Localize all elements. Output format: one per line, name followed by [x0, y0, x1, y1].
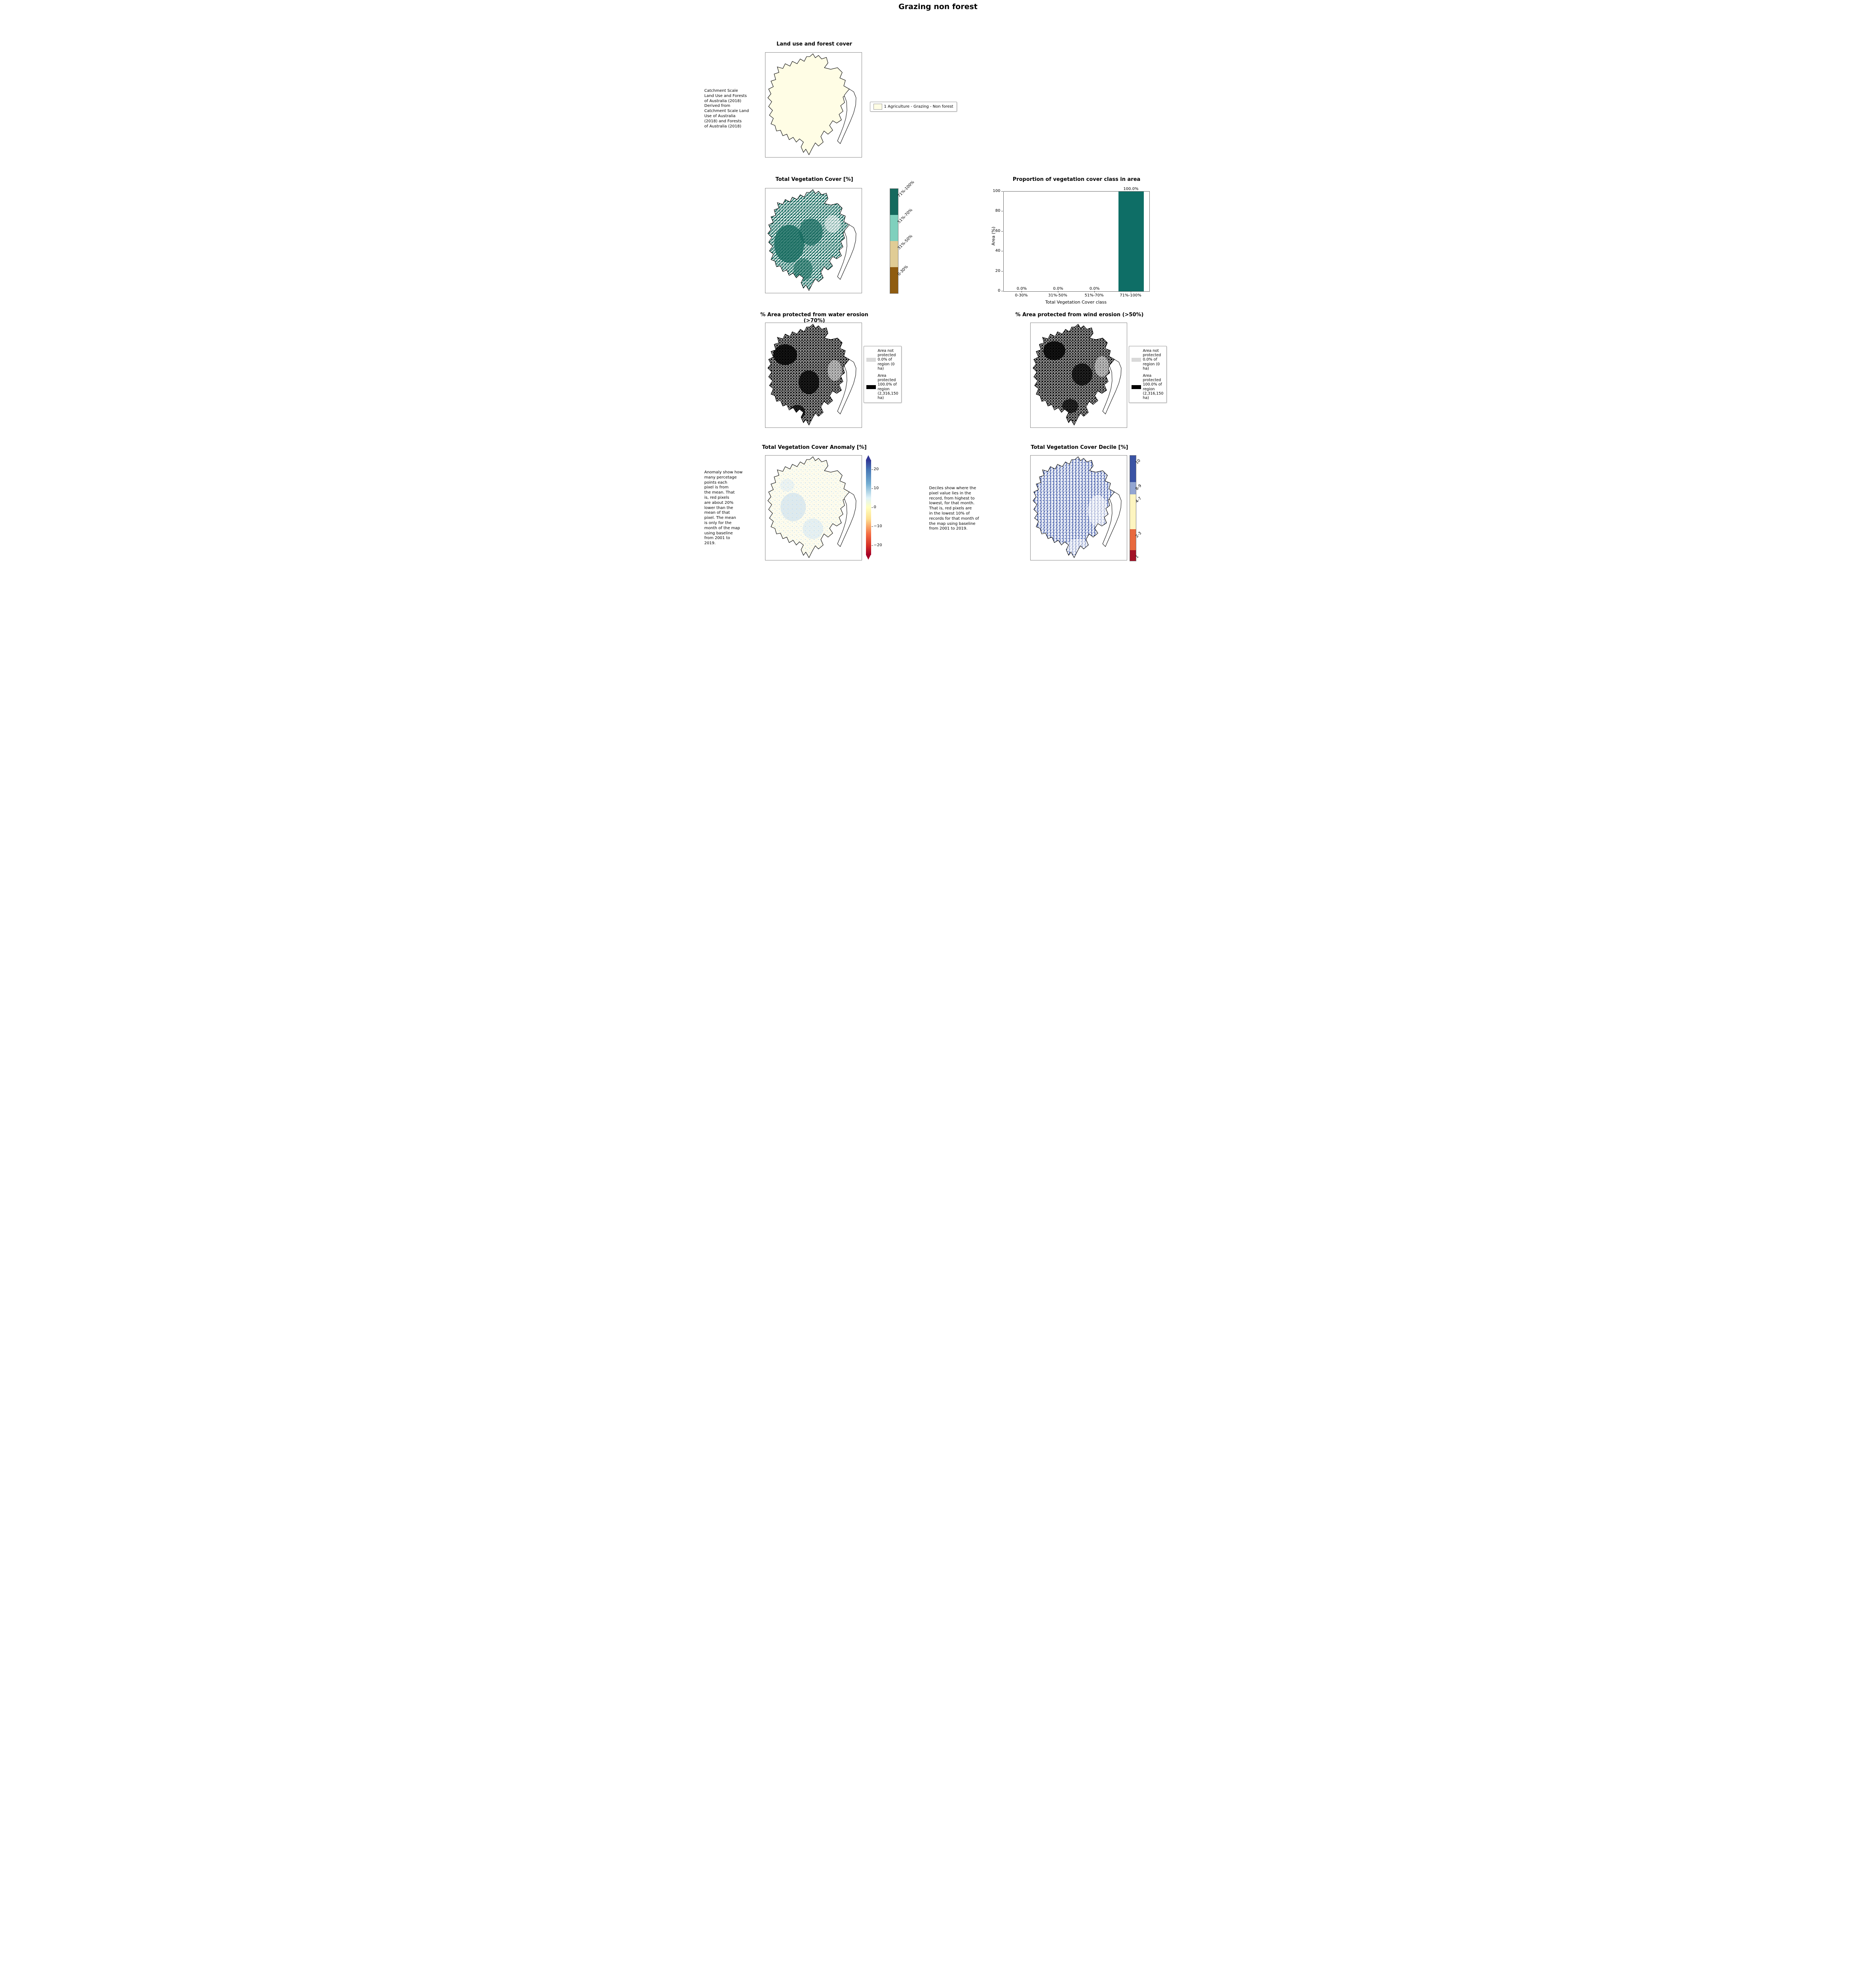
xtick-51-70: 51%-70%	[1084, 293, 1104, 298]
landuse-map	[765, 52, 862, 158]
tvc-map-svg	[767, 189, 856, 291]
report-page: Grazing non forest Land use and forest c…	[703, 0, 1173, 632]
tvc-colorbar	[889, 188, 898, 294]
tvc-cbar-label-2: 51%-70%	[896, 208, 913, 224]
page-title: Grazing non forest	[898, 2, 978, 11]
ytick-60: 60	[995, 229, 1001, 233]
xtickmark	[1094, 291, 1095, 292]
decile-cbar-seg-2-3	[1130, 529, 1136, 551]
tvc-cbar-seg-2	[890, 215, 898, 241]
landuse-map-svg	[767, 53, 856, 155]
footer: CSIRO TERN	[704, 582, 1173, 625]
anomaly-cbar-arrow-bottom	[866, 555, 871, 560]
bar-column-51-70: 0.0%	[1077, 192, 1113, 291]
bar-71-100	[1118, 192, 1144, 291]
anomaly-note: Anomaly show how many percetage points e…	[704, 470, 743, 546]
landuse-legend: 1 Agriculture - Grazing - Non forest	[870, 102, 957, 112]
anomaly-tickmark	[871, 469, 873, 470]
decile-map-svg	[1032, 456, 1121, 558]
bar-value-label: 0.0%	[1016, 287, 1027, 291]
anomaly-cbar-tick-neg20: −20	[873, 543, 882, 547]
proportion-plot-area: 0.0% 0.0% 0.0% 100.0%	[1003, 187, 1150, 292]
anomaly-map-svg	[767, 456, 856, 558]
decile-map	[1030, 455, 1127, 560]
anomaly-cbar-tick-neg10: −10	[873, 524, 882, 528]
landuse-legend-swatch	[873, 104, 882, 110]
tvc-cbar-label-3: 31%-50%	[896, 234, 913, 251]
landuse-note: Catchment Scale Land Use and Forests of …	[704, 89, 749, 129]
tvc-cbar-label-1: 71%-100%	[896, 180, 915, 198]
wind-map-svg	[1032, 324, 1121, 425]
wind-legend: Area not protected 0.0% of region (0 ha)…	[1128, 346, 1167, 403]
decile-cbar-seg-4-7	[1130, 494, 1136, 530]
water-map-svg	[767, 324, 856, 425]
bar-value-label: 100.0%	[1123, 187, 1139, 191]
decile-cbar-seg-10	[1130, 456, 1136, 482]
decile-colorbar	[1129, 455, 1136, 561]
bar-column-71-100: 100.0%	[1113, 187, 1149, 291]
xtick-31-50: 31%-50%	[1048, 293, 1067, 298]
ytickmark	[1001, 191, 1003, 192]
tvc-title: Total Vegetation Cover [%]	[775, 177, 853, 182]
wind-map	[1030, 323, 1127, 428]
tvc-cbar-label-4: 0-30%	[896, 264, 909, 277]
xtick-0-30: 0-30%	[1015, 293, 1028, 298]
tvc-cbar-seg-4	[890, 267, 898, 293]
wind-legend-swatch-notprotected	[1131, 358, 1141, 362]
ytickmark	[1001, 231, 1003, 232]
tvc-cbar-seg-3	[890, 241, 898, 267]
anomaly-colorbar	[866, 460, 871, 555]
ytickmark	[1001, 271, 1003, 272]
wind-legend-label-notprotected: Area not protected 0.0% of region (0 ha)	[1143, 349, 1161, 371]
water-map	[765, 323, 862, 428]
anomaly-map	[765, 455, 862, 560]
anomaly-tickmark	[871, 526, 873, 527]
anomaly-cbar-arrow-top	[866, 455, 871, 460]
ytick-100: 100	[993, 189, 1001, 193]
xtick-71-100: 71%-100%	[1120, 293, 1141, 298]
bar-value-label: 0.0%	[1089, 287, 1100, 291]
decile-note: Deciles show where the pixel value lies …	[929, 486, 979, 531]
bar-column-31-50: 0.0%	[1040, 192, 1077, 291]
anomaly-cbar-tick-10: 10	[873, 486, 879, 490]
decile-cbar-seg-1	[1130, 550, 1136, 561]
ytick-80: 80	[995, 209, 1001, 213]
water-title: % Area protected from water erosion (>70…	[760, 312, 868, 324]
anomaly-tickmark	[871, 507, 873, 508]
water-legend: Area not protected 0.0% of region (0 ha)…	[863, 346, 902, 403]
anomaly-tickmark	[871, 545, 873, 546]
landuse-title: Land use and forest cover	[777, 41, 852, 47]
wind-title: % Area protected from wind erosion (>50%…	[1015, 312, 1144, 318]
water-legend-label-protected: Area protected 100.0% of region (2,316,1…	[877, 374, 898, 401]
water-legend-swatch-protected	[866, 385, 876, 389]
wind-legend-label-protected: Area protected 100.0% of region (2,316,1…	[1143, 374, 1164, 401]
proportion-chart-title: Proportion of vegetation cover class in …	[1012, 177, 1141, 182]
anomaly-cbar-tick-0: 0	[873, 505, 876, 509]
anomaly-cbar-tick-20: 20	[873, 467, 879, 471]
decile-cbar-seg-8-9	[1130, 482, 1136, 495]
proportion-xlabel: Total Vegetation Cover class	[1045, 300, 1107, 305]
landuse-legend-label: 1 Agriculture - Grazing - Non forest	[884, 104, 953, 109]
water-legend-label-notprotected: Area not protected 0.0% of region (0 ha)	[877, 349, 896, 371]
ytick-0: 0	[998, 289, 1001, 293]
anomaly-title: Total Vegetation Cover Anomaly [%]	[762, 444, 867, 450]
ytick-40: 40	[995, 249, 1001, 253]
ytick-20: 20	[995, 269, 1001, 273]
wind-legend-swatch-protected	[1131, 385, 1141, 389]
decile-title: Total Vegetation Cover Decile [%]	[1031, 444, 1128, 450]
bar-value-label: 0.0%	[1053, 287, 1063, 291]
tvc-map	[765, 188, 862, 293]
tvc-cbar-seg-1	[890, 189, 898, 215]
anomaly-tickmark	[871, 488, 873, 489]
water-legend-swatch-notprotected	[866, 358, 876, 362]
bar-column-0-30: 0.0%	[1004, 192, 1040, 291]
